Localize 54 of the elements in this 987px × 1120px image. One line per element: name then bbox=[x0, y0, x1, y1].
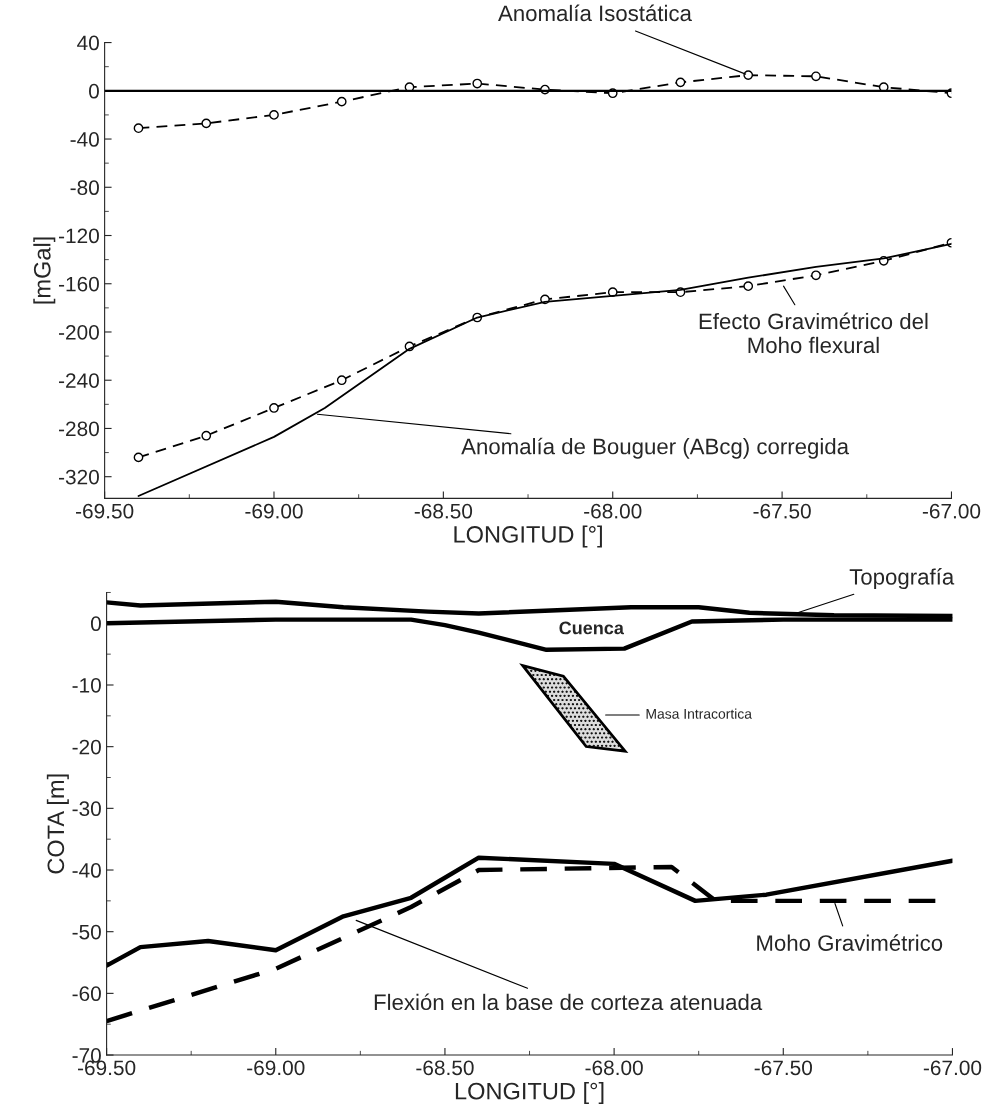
y-tick-label: -50 bbox=[72, 924, 101, 940]
y-tick-label: -320 bbox=[58, 469, 99, 485]
x-tick-label: -67.50 bbox=[753, 503, 811, 519]
point bbox=[472, 78, 483, 89]
annotation: Topografía bbox=[849, 568, 955, 590]
x-tick-label: -68.50 bbox=[414, 503, 473, 519]
point bbox=[269, 110, 279, 120]
point bbox=[133, 452, 144, 463]
annotation: Efecto Gravimétrico del Moho flexural bbox=[699, 312, 928, 354]
y-tick-label: -40 bbox=[70, 132, 99, 147]
annotation: Anomalía Isostática bbox=[498, 4, 692, 22]
y-tick-label: 0 bbox=[88, 83, 99, 99]
x-tick-label: -68.50 bbox=[416, 1060, 474, 1076]
y-tick-label: -280 bbox=[58, 421, 99, 437]
point bbox=[201, 118, 212, 129]
y-tick-label: -20 bbox=[72, 739, 101, 755]
y-tick-label: -200 bbox=[58, 324, 99, 340]
y-tick-label: 40 bbox=[77, 35, 99, 51]
x-tick-label: -69.00 bbox=[247, 1060, 305, 1076]
x-tick-label: -68.00 bbox=[584, 503, 642, 519]
x-axis-title: LONGITUD [°] bbox=[454, 525, 602, 548]
y-tick-label: -10 bbox=[72, 677, 101, 693]
point bbox=[201, 430, 212, 441]
point bbox=[675, 77, 686, 88]
x-tick-label: -67.50 bbox=[754, 1060, 813, 1076]
x-tick-label: -69.50 bbox=[76, 503, 134, 519]
y-tick-label: -80 bbox=[70, 180, 99, 196]
y-axis-title: [mGal] bbox=[33, 237, 56, 304]
x-tick-label: -69.00 bbox=[245, 503, 303, 519]
x-tick-label: -67.00 bbox=[923, 1060, 982, 1076]
y-tick-label: 0 bbox=[90, 616, 101, 632]
y-axis-title: COTA [m] bbox=[46, 774, 69, 874]
point bbox=[336, 375, 347, 386]
annotation: Anomalía de Bouguer (ABcg) corregida bbox=[461, 437, 850, 459]
y-tick-label: -40 bbox=[72, 863, 101, 878]
y-tick-label: -60 bbox=[72, 986, 101, 1002]
annotation: Masa Intracortica bbox=[646, 708, 752, 719]
y-tick-label: -120 bbox=[58, 228, 99, 244]
annotation: Moho Gravimétrico bbox=[757, 934, 943, 951]
annotation: Cuenca bbox=[559, 621, 624, 635]
x-tick-label: -67.00 bbox=[922, 503, 981, 519]
y-tick-label: -160 bbox=[58, 276, 99, 292]
point bbox=[133, 123, 144, 134]
y-tick-label: -240 bbox=[58, 373, 99, 388]
point bbox=[743, 70, 754, 80]
point bbox=[269, 403, 279, 413]
x-axis-title: LONGITUD [°] bbox=[455, 1082, 604, 1105]
point bbox=[811, 270, 821, 281]
point bbox=[336, 96, 347, 107]
x-tick-label: -68.00 bbox=[585, 1060, 643, 1076]
point bbox=[811, 71, 821, 82]
point bbox=[743, 281, 754, 292]
y-tick-label: -30 bbox=[72, 801, 101, 817]
annotation: Flexión en la base de corteza atenuada bbox=[374, 993, 763, 1011]
